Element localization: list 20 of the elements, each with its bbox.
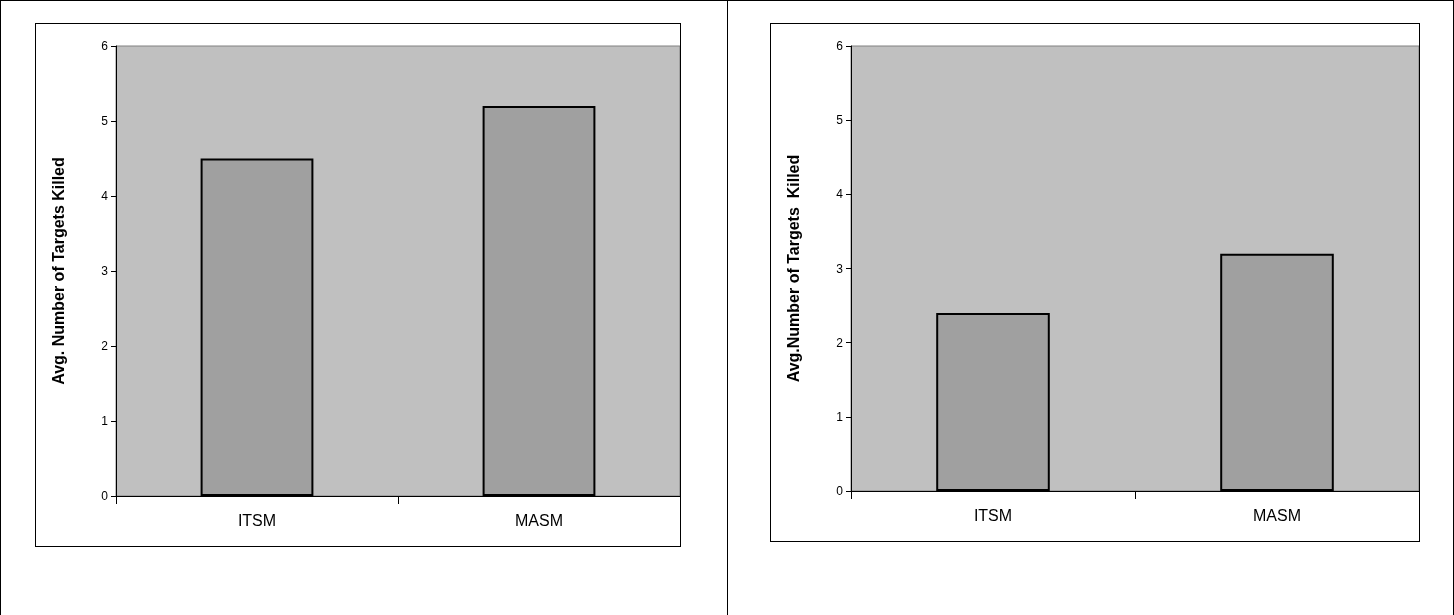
x-tick-label: MASM xyxy=(515,511,563,529)
y-tick-label: 1 xyxy=(836,409,844,424)
y-tick-label: 5 xyxy=(101,114,109,128)
y-tick-label: 2 xyxy=(836,335,844,350)
y-tick-label: 0 xyxy=(101,489,109,503)
x-tick-label: MASM xyxy=(1253,506,1301,524)
y-tick-label: 1 xyxy=(101,414,109,428)
y-tick-label: 3 xyxy=(101,264,109,278)
y-tick-label: 3 xyxy=(836,261,844,276)
y-tick-label: 4 xyxy=(836,187,844,202)
x-tick-label: ITSM xyxy=(973,506,1013,524)
y-tick-label: 0 xyxy=(836,484,844,498)
y-tick-label: 6 xyxy=(836,39,844,53)
x-tick-label: ITSM xyxy=(237,511,277,529)
y-tick-label: 5 xyxy=(836,113,844,128)
y-axis-title: Avg. Number of Targets Killed xyxy=(49,157,67,385)
y-tick-label: 2 xyxy=(101,339,109,353)
y-axis-title: Avg.Number of Targets Killed xyxy=(784,154,802,383)
y-tick-label: 4 xyxy=(101,189,109,203)
y-tick-label: 6 xyxy=(101,39,109,53)
